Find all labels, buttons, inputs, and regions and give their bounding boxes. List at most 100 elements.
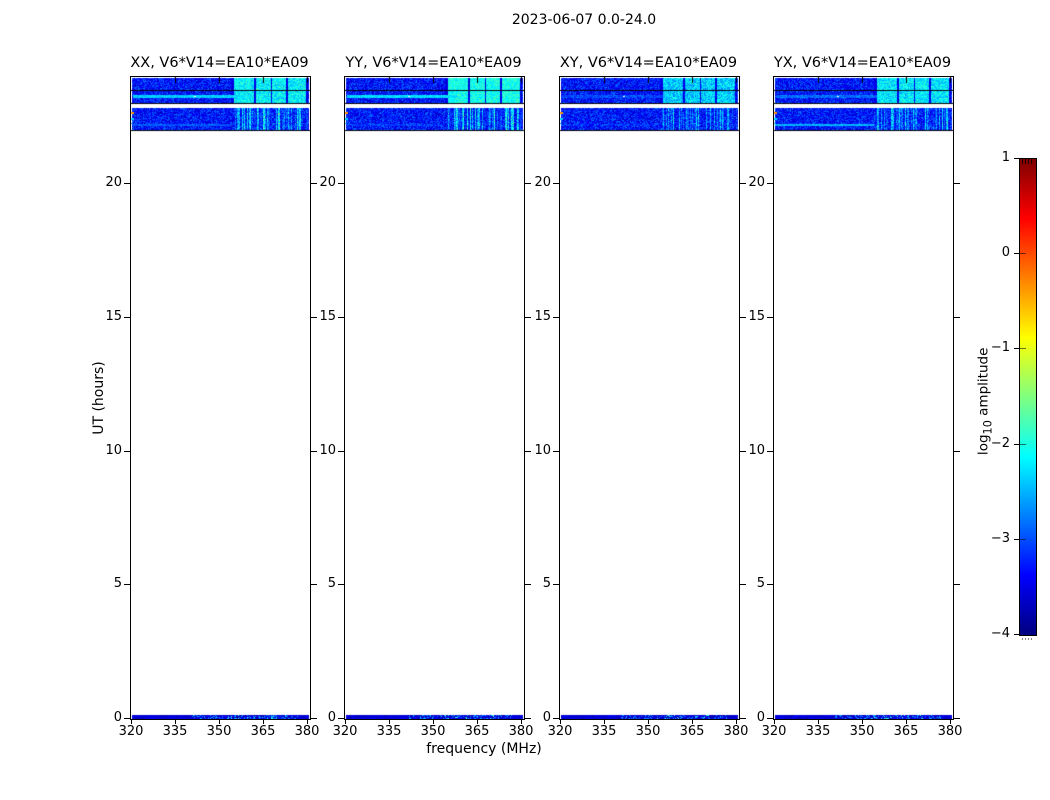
subplot-title-yx: YX, V6*V14=EA10*EA09 [773, 55, 952, 71]
y-tick-label: 20 [748, 175, 765, 190]
colorbar-tick-mark [1014, 158, 1019, 159]
colorbar-minor-tick [1028, 159, 1029, 164]
x-tick-label: 335 [805, 724, 831, 739]
colorbar-minor-tick [1025, 159, 1026, 164]
spectrogram-image-yx [774, 77, 953, 719]
colorbar-minor-tick-bottom [1031, 638, 1032, 640]
x-tick-mark [219, 720, 220, 724]
x-tick-label: 335 [376, 724, 402, 739]
x-tick-mark [692, 720, 693, 724]
x-tick-label: 365 [250, 724, 276, 739]
y-tick-mark [767, 718, 773, 719]
colorbar-tick-mark [1014, 539, 1019, 540]
x-tick-mark [648, 720, 649, 724]
y-tick-mark [338, 317, 344, 318]
colorbar-tick-mark-inner [1020, 444, 1026, 445]
x-tick-label: 350 [420, 724, 446, 739]
colorbar-tick-label: −1 [990, 340, 1010, 355]
y-tick-mark [553, 183, 559, 184]
y-tick-mark-right [954, 451, 960, 452]
colorbar-tick-mark-inner [1020, 539, 1026, 540]
colorbar-tick-label: −2 [990, 436, 1010, 451]
y-tick-mark-right [740, 183, 746, 184]
subplot-title-xx: XX, V6*V14=EA10*EA09 [130, 55, 309, 71]
x-tick-mark [774, 720, 775, 724]
y-tick-label: 5 [113, 576, 122, 591]
y-tick-mark-right [525, 584, 531, 585]
y-tick-label: 15 [748, 309, 765, 324]
spectrogram-image-yy [345, 77, 524, 719]
y-tick-label: 0 [113, 710, 122, 725]
y-axis-label: UT (hours) [91, 361, 107, 435]
y-tick-label: 20 [319, 175, 336, 190]
y-tick-label: 5 [756, 576, 765, 591]
x-tick-label: 335 [591, 724, 617, 739]
x-tick-mark [389, 720, 390, 724]
y-tick-label: 15 [105, 309, 122, 324]
y-tick-label: 0 [542, 710, 551, 725]
x-tick-mark [263, 720, 264, 724]
y-tick-label: 0 [756, 710, 765, 725]
x-tick-label: 350 [635, 724, 661, 739]
colorbar-tick-mark [1014, 444, 1019, 445]
x-tick-label: 365 [893, 724, 919, 739]
x-tick-mark [736, 720, 737, 724]
x-tick-mark [477, 720, 478, 724]
x-tick-mark [818, 720, 819, 724]
x-tick-label: 320 [118, 724, 144, 739]
spectrogram-image-xx [131, 77, 310, 719]
subplot-title-xy: XY, V6*V14=EA10*EA09 [559, 55, 738, 71]
y-tick-mark-right [525, 718, 531, 719]
y-tick-mark [124, 584, 130, 585]
y-tick-label: 20 [105, 175, 122, 190]
y-tick-mark [553, 451, 559, 452]
y-tick-mark-right [954, 317, 960, 318]
x-tick-mark [560, 720, 561, 724]
y-tick-mark-right [954, 183, 960, 184]
y-tick-label: 5 [542, 576, 551, 591]
x-tick-label: 365 [679, 724, 705, 739]
x-tick-mark [345, 720, 346, 724]
y-tick-mark-right [740, 718, 746, 719]
y-tick-mark-right [954, 718, 960, 719]
y-tick-label: 20 [534, 175, 551, 190]
y-tick-mark-right [311, 584, 317, 585]
y-tick-mark-right [311, 451, 317, 452]
spectrogram-panel-xy [559, 76, 740, 720]
spectrogram-panel-yy [344, 76, 525, 720]
x-tick-label: 365 [464, 724, 490, 739]
x-tick-label: 380 [294, 724, 320, 739]
y-tick-mark [553, 317, 559, 318]
colorbar [1019, 158, 1037, 636]
colorbar-minor-tick-bottom [1028, 638, 1029, 640]
y-tick-label: 10 [105, 443, 122, 458]
y-tick-mark-right [311, 183, 317, 184]
colorbar-tick-label: 1 [1001, 150, 1010, 165]
colorbar-tick-label: 0 [1001, 245, 1010, 260]
x-tick-label: 320 [547, 724, 573, 739]
y-tick-label: 15 [319, 309, 336, 324]
colorbar-tick-mark-inner [1020, 253, 1026, 254]
y-tick-mark [338, 584, 344, 585]
colorbar-tick-mark [1014, 634, 1019, 635]
spectrogram-image-xy [560, 77, 739, 719]
y-tick-mark [767, 317, 773, 318]
x-tick-label: 380 [723, 724, 749, 739]
y-tick-mark-right [525, 451, 531, 452]
colorbar-tick-mark [1014, 253, 1019, 254]
spectrogram-panel-yx [773, 76, 954, 720]
colorbar-minor-tick [1031, 159, 1032, 164]
colorbar-tick-mark-inner [1020, 348, 1026, 349]
colorbar-minor-tick-bottom [1025, 638, 1026, 640]
x-tick-mark [175, 720, 176, 724]
x-tick-label: 350 [206, 724, 232, 739]
x-tick-mark [521, 720, 522, 724]
x-tick-mark [604, 720, 605, 724]
y-tick-mark-right [740, 451, 746, 452]
y-tick-mark-right [954, 584, 960, 585]
y-tick-mark [124, 451, 130, 452]
x-tick-label: 320 [761, 724, 787, 739]
y-tick-mark [553, 718, 559, 719]
x-axis-label: frequency (MHz) [426, 741, 542, 757]
